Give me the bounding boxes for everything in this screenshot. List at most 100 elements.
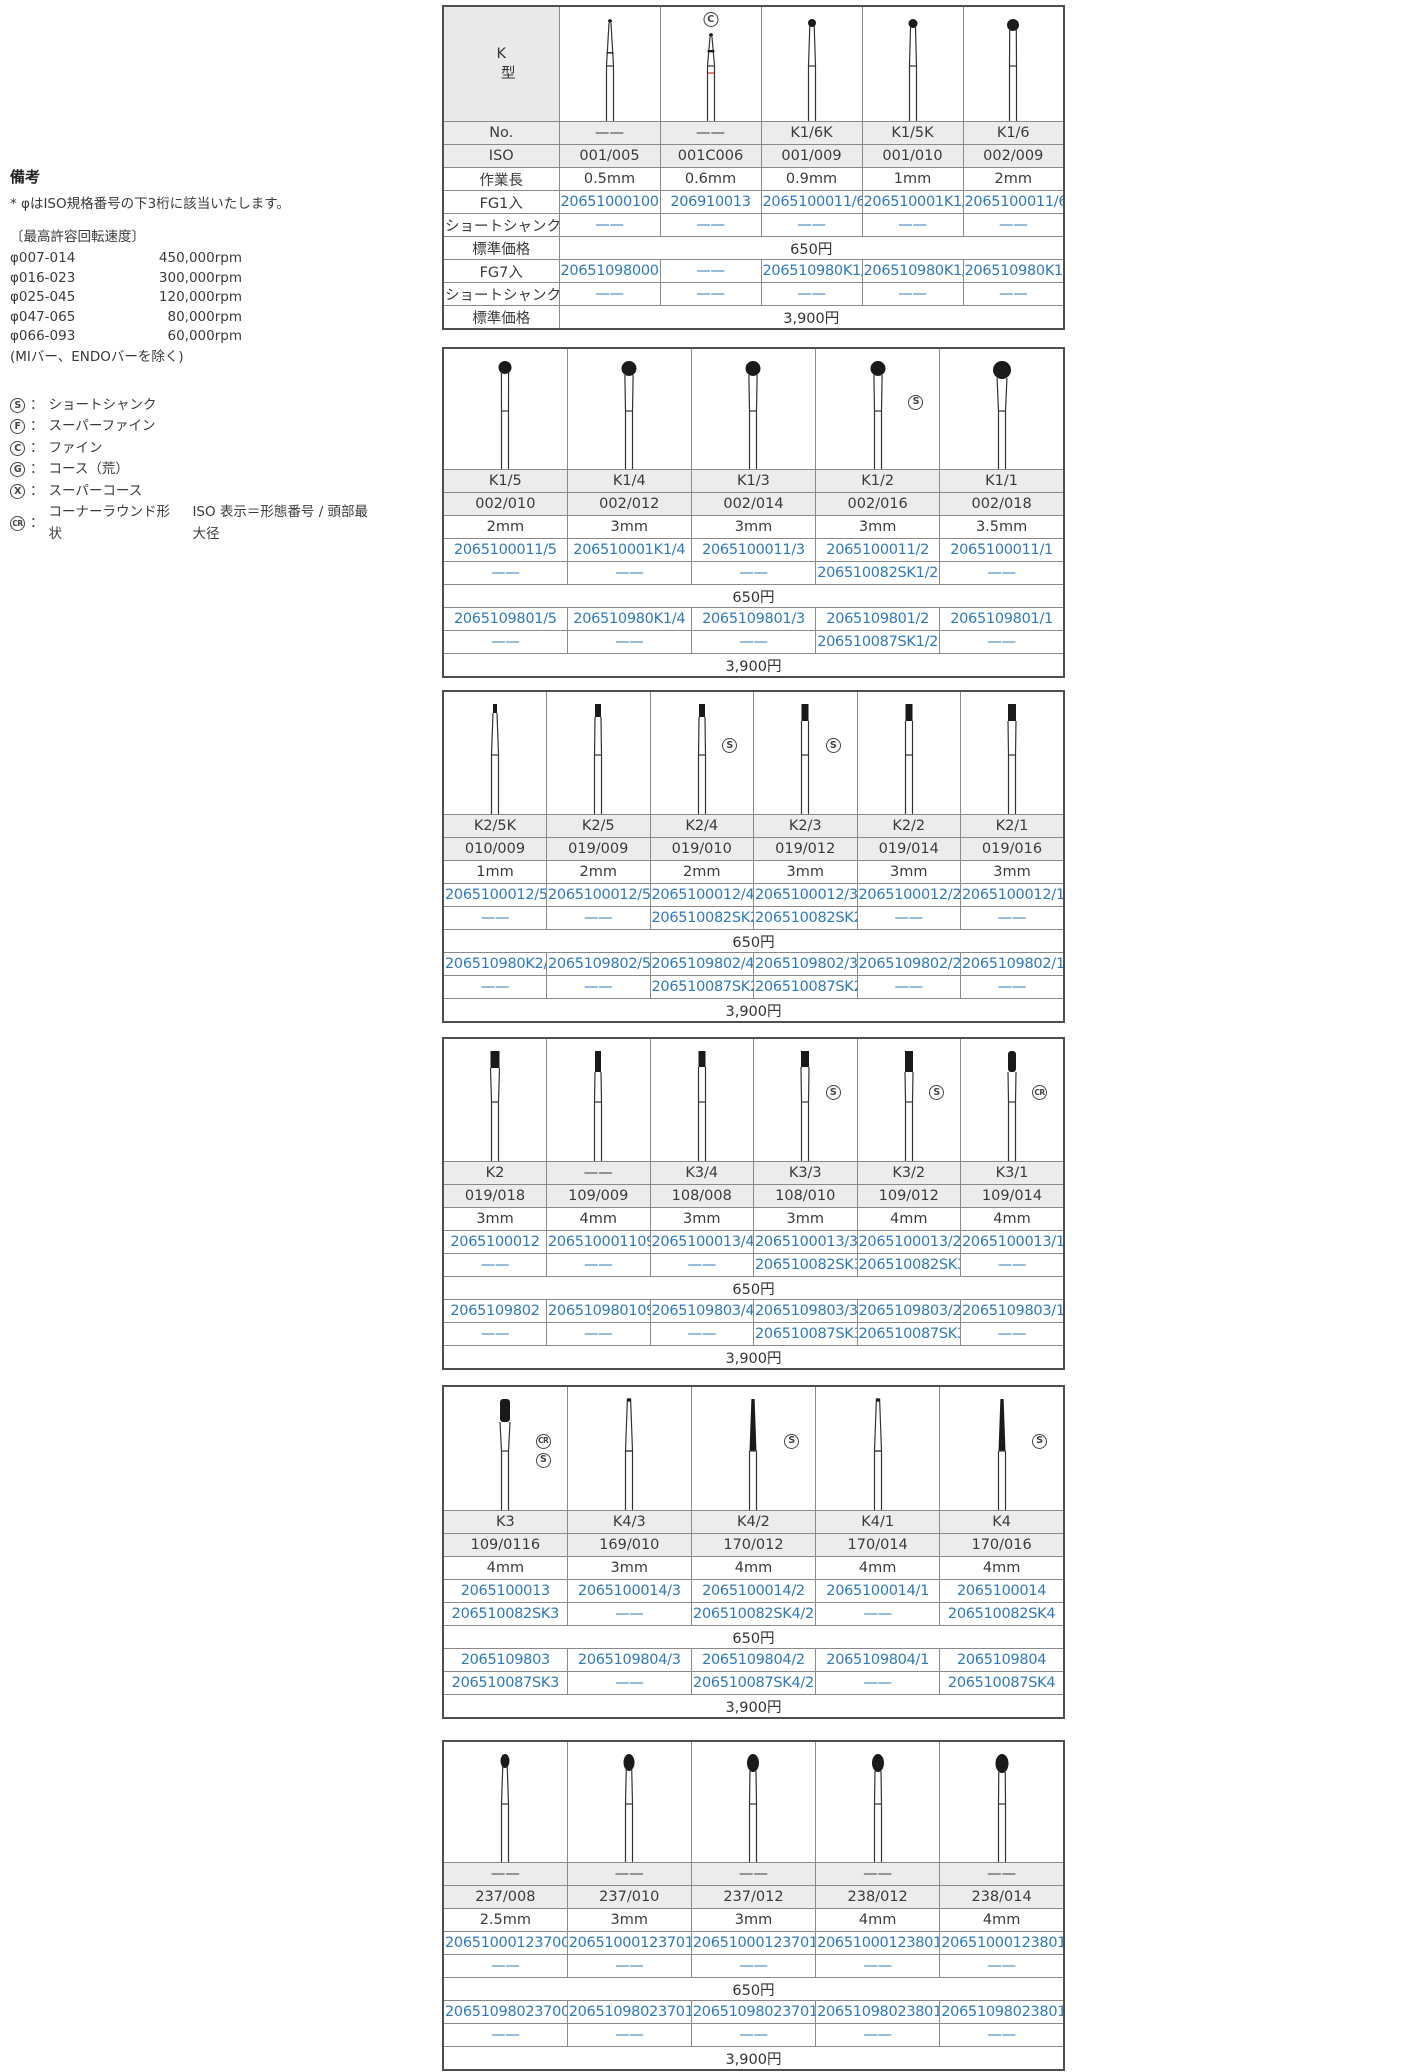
rpm-value: 80,000rpm xyxy=(167,308,242,325)
product-code-link[interactable]: 206510980K1/4 xyxy=(566,607,692,631)
product-code-link[interactable]: 206510980237010 xyxy=(566,2000,692,2024)
product-code-link[interactable]: 206510001K1/4 xyxy=(566,538,692,562)
product-code-link[interactable]: 206510980K1/5K xyxy=(861,259,964,283)
product-code-link[interactable]: 2065109802/3 xyxy=(753,952,858,976)
iso-footnote: * φはISO規格番号の下3桁に該当いたします。 xyxy=(10,196,290,212)
product-code-link[interactable]: 206510001K1/5K xyxy=(861,190,964,214)
product-code-link[interactable]: 206510980001005 xyxy=(558,259,661,283)
ss7-cell: —— xyxy=(442,975,547,999)
bur-image-cell: S xyxy=(753,1037,858,1162)
product-code-link[interactable]: 206510087SK3 xyxy=(442,1671,568,1695)
product-code-link[interactable]: 2065100012/5K xyxy=(442,883,547,907)
bur-illustration xyxy=(1007,1051,1017,1161)
product-code-link[interactable]: 2065100013/2 xyxy=(856,1230,961,1254)
product-code-link[interactable]: 2065109803/1 xyxy=(960,1299,1065,1323)
bur-illustration xyxy=(873,1398,882,1510)
product-code-link[interactable]: 206510087SK3/3 xyxy=(753,1322,858,1346)
ss7-cell: —— xyxy=(760,282,863,306)
product-code-link[interactable]: 2065100012/2 xyxy=(856,883,961,907)
product-code-link[interactable]: 2065100011/5 xyxy=(442,538,568,562)
product-code-link[interactable]: 2065109803/3 xyxy=(753,1299,858,1323)
bur-illustration xyxy=(870,361,886,469)
diameter-range: φ016-023 xyxy=(10,269,76,286)
product-code-link[interactable]: 2065100013/1 xyxy=(960,1230,1065,1254)
product-code-link[interactable]: 206510980K1/6 xyxy=(962,259,1065,283)
product-code-link[interactable]: 206510082SK3 xyxy=(442,1602,568,1626)
product-code-link[interactable]: 206510082SK4 xyxy=(939,1602,1065,1626)
product-code-link[interactable]: 2065109803/4 xyxy=(649,1299,754,1323)
product-code-link[interactable]: 206510082SK1/2 xyxy=(815,561,941,585)
product-code-link[interactable]: 2065109801/3 xyxy=(690,607,817,631)
product-code-link[interactable]: 2065109801/5 xyxy=(442,607,568,631)
product-code-link[interactable]: 206510001237008 xyxy=(442,1931,568,1955)
product-code-link[interactable]: 206510001001005 xyxy=(558,190,661,214)
product-code-link[interactable]: 2065109801/1 xyxy=(939,607,1065,631)
product-code-link[interactable]: 206510980K2/5K xyxy=(442,952,547,976)
product-code-link[interactable]: 206510087SK3/2 xyxy=(856,1322,961,1346)
product-code-link[interactable]: 206510001109009 xyxy=(546,1230,651,1254)
ss1-cell: —— xyxy=(659,213,762,237)
legend-item: X ：スーパーコース xyxy=(10,481,380,503)
price1-row: 標準価格 650円 xyxy=(442,236,1065,260)
pack-price-cell: 3,900円 xyxy=(558,305,1065,330)
product-code-link[interactable]: 206510082SK3/2 xyxy=(856,1253,961,1277)
product-code-link[interactable]: 2065109804/3 xyxy=(566,1648,692,1672)
product-code-link[interactable]: 2065100011/1 xyxy=(939,538,1065,562)
product-code-link[interactable]: 2065109803 xyxy=(442,1648,568,1672)
product-code-link[interactable]: 2065100012/5 xyxy=(546,883,651,907)
product-code-link[interactable]: 2065100012/3 xyxy=(753,883,858,907)
product-code-link[interactable]: 206910013 xyxy=(659,190,762,214)
ss1-cell: —— xyxy=(939,1954,1065,1978)
product-code-link[interactable]: 206510980237012 xyxy=(690,2000,817,2024)
product-code-link[interactable]: 206510001238014 xyxy=(939,1931,1065,1955)
product-code-link[interactable]: 2065109804 xyxy=(939,1648,1065,1672)
len-cell: 4mm xyxy=(939,1908,1065,1932)
product-code-link[interactable]: 2065100014/2 xyxy=(690,1579,817,1603)
product-code-link[interactable]: 2065109802/2 xyxy=(856,952,961,976)
product-code-link[interactable]: 206510001238012 xyxy=(815,1931,941,1955)
product-code-link[interactable]: 2065109804/2 xyxy=(690,1648,817,1672)
row-label-price: 標準価格 xyxy=(442,236,560,260)
product-code-link[interactable]: 2065109802/5 xyxy=(546,952,651,976)
product-code-link[interactable]: 2065100012/4 xyxy=(649,883,754,907)
product-code-link[interactable]: 2065109803/2 xyxy=(856,1299,961,1323)
product-code-link[interactable]: 2065100011/3 xyxy=(690,538,817,562)
product-code-link[interactable]: 206510980237008 xyxy=(442,2000,568,2024)
product-code-link[interactable]: 2065100012 xyxy=(442,1230,547,1254)
supercoarse-icon: X xyxy=(10,483,25,499)
ss1-cell: —— xyxy=(442,906,547,930)
product-code-link[interactable]: 2065100013/4 xyxy=(649,1230,754,1254)
product-code-link[interactable]: 2065100014/1 xyxy=(815,1579,941,1603)
product-code-link[interactable]: 2065109802/1 xyxy=(960,952,1065,976)
product-code-link[interactable]: 206510980K1/6K xyxy=(760,259,863,283)
product-code-link[interactable]: 2065100012/1 xyxy=(960,883,1065,907)
product-code-link[interactable]: 2065100013 xyxy=(442,1579,568,1603)
product-code-link[interactable]: 2065100011/6 xyxy=(962,190,1065,214)
product-code-link[interactable]: 2065100013/3 xyxy=(753,1230,858,1254)
product-code-link[interactable]: 206510980109009 xyxy=(546,1299,651,1323)
product-code-link[interactable]: 206510087SK4 xyxy=(939,1671,1065,1695)
product-code-link[interactable]: 206510087SK4/2 xyxy=(690,1671,817,1695)
product-code-link[interactable]: 2065100011/6K xyxy=(760,190,863,214)
product-code-link[interactable]: 2065100014/3 xyxy=(566,1579,692,1603)
product-code-link[interactable]: 206510001237010 xyxy=(566,1931,692,1955)
bur-image-cell: XS xyxy=(856,1037,961,1162)
product-code-link[interactable]: 206510087SK1/2 xyxy=(815,630,941,654)
product-code-link[interactable]: 206510082SK3/3 xyxy=(753,1253,858,1277)
product-code-link[interactable]: 2065100011/2 xyxy=(815,538,941,562)
bur-image-cell: S xyxy=(753,690,858,815)
product-code-link[interactable]: 2065109802/4 xyxy=(649,952,754,976)
product-code-link[interactable]: 206510082SK4/2 xyxy=(690,1602,817,1626)
product-code-link[interactable]: 2065109804/1 xyxy=(815,1648,941,1672)
product-code-link[interactable]: 2065109801/2 xyxy=(815,607,941,631)
product-code-link[interactable]: 2065109802 xyxy=(442,1299,547,1323)
product-code-link[interactable]: 2065100014 xyxy=(939,1579,1065,1603)
product-code-link[interactable]: 206510980238014 xyxy=(939,2000,1065,2024)
k2-fissure-table: S S K2/5K K2/5 K2/4 K2/3 K2/2 K2/1 010/009 019/00… xyxy=(442,690,1065,1023)
product-code-link[interactable]: 206510001237012 xyxy=(690,1931,817,1955)
product-code-link[interactable]: 206510980238012 xyxy=(815,2000,941,2024)
